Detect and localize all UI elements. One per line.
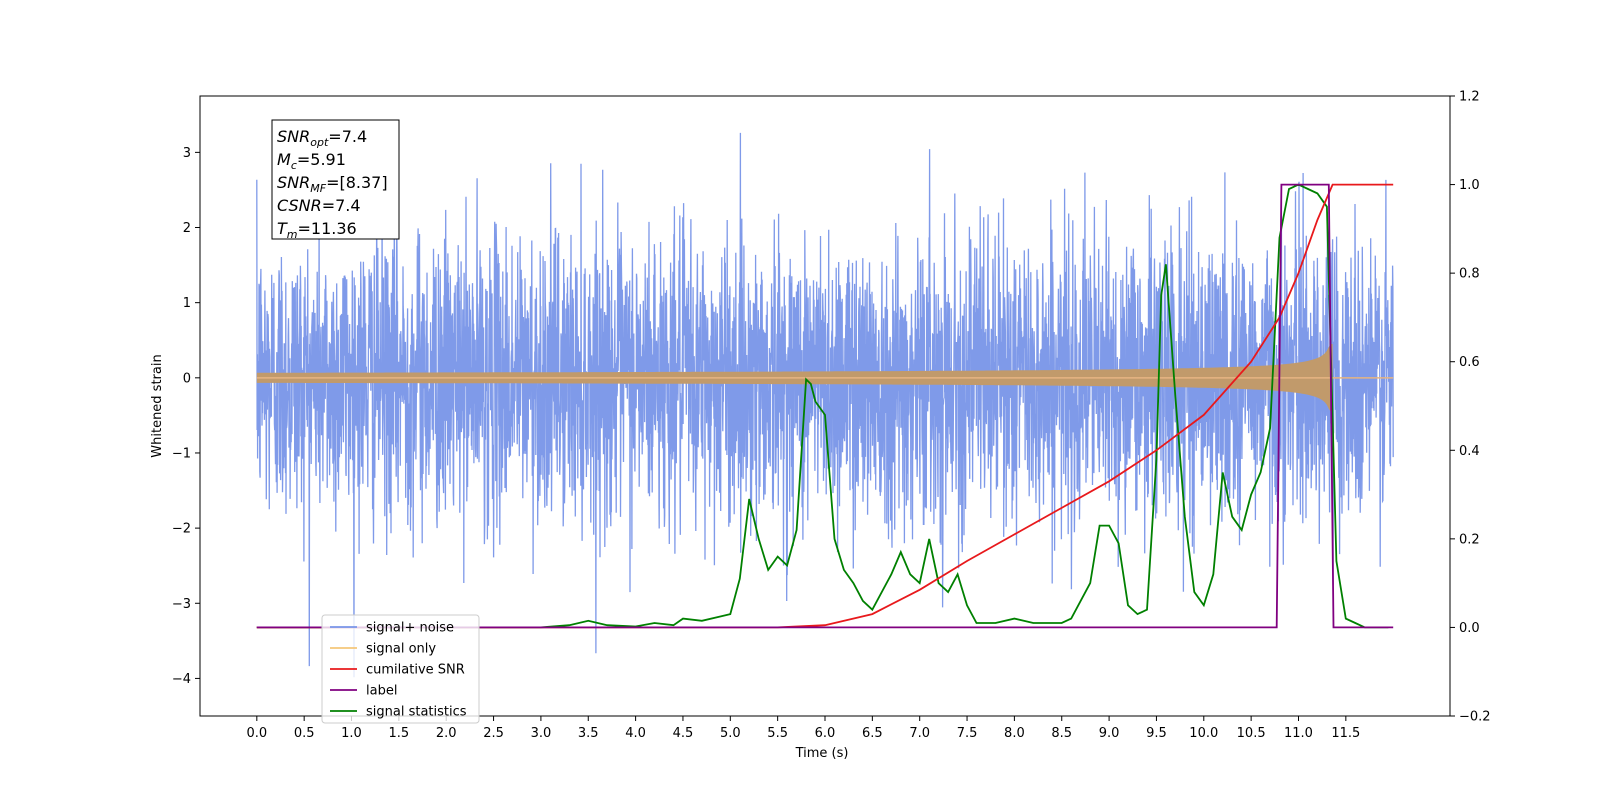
x-tick-label: 1.0 — [341, 726, 362, 741]
y-tick-label: −1 — [172, 446, 191, 461]
x-tick-label: 5.5 — [767, 726, 788, 741]
x-tick-label: 8.0 — [1004, 726, 1025, 741]
series-signal-noise — [256, 132, 1394, 678]
y2-tick-label: 1.0 — [1459, 178, 1480, 193]
annotation-line: Tm=11.36 — [277, 219, 357, 241]
y2-tick-label: −0.2 — [1459, 710, 1491, 725]
x-tick-label: 2.5 — [483, 726, 504, 741]
x-tick-label: 6.0 — [815, 726, 836, 741]
plot-area — [256, 132, 1394, 678]
y-axis-left: 3 2 1 0 −1 −2 −3 −4 — [172, 146, 200, 687]
x-tick-label: 4.0 — [625, 726, 646, 741]
legend-label: signal only — [366, 642, 436, 657]
x-tick-label: 10.0 — [1189, 726, 1218, 741]
x-tick-label: 11.5 — [1331, 726, 1360, 741]
x-tick-label: 7.0 — [909, 726, 930, 741]
x-tick-label: 6.5 — [862, 726, 883, 741]
series-cumulative-snr — [256, 183, 1394, 629]
y-tick-label: 1 — [183, 296, 191, 311]
x-tick-label: 4.5 — [673, 726, 694, 741]
x-tick-label: 1.5 — [389, 726, 410, 741]
x-tick-label: 9.5 — [1146, 726, 1167, 741]
legend-label: signal statistics — [366, 705, 467, 720]
y2-tick-label: 0.2 — [1459, 532, 1480, 547]
x-tick-label: 10.5 — [1237, 726, 1266, 741]
x-tick-label: 5.0 — [720, 726, 741, 741]
x-tick-label: 7.5 — [957, 726, 978, 741]
y-axis-label: Whitened strain — [150, 354, 165, 457]
y-tick-label: −4 — [172, 672, 191, 687]
y-tick-label: 2 — [183, 221, 191, 236]
y2-tick-label: 0.4 — [1459, 444, 1480, 459]
x-tick-label: 3.0 — [531, 726, 552, 741]
y-tick-label: −2 — [172, 522, 191, 537]
annotation-line: CSNR=7.4 — [277, 196, 361, 215]
x-tick-label: 8.5 — [1051, 726, 1072, 741]
x-tick-label: 11.0 — [1284, 726, 1313, 741]
x-axis: 0.0 0.5 1.0 1.5 2.0 2.5 3.0 3.5 4.0 4.5 5.0 5.5 6.0 6… — [246, 716, 1360, 741]
x-tick-label: 0.5 — [294, 726, 315, 741]
x-tick-label: 3.5 — [578, 726, 599, 741]
x-tick-label: 9.0 — [1099, 726, 1120, 741]
legend-label: signal+ noise — [366, 621, 454, 636]
y2-tick-label: 0.8 — [1459, 267, 1480, 282]
legend-label: label — [366, 684, 397, 699]
y-tick-label: −3 — [172, 597, 191, 612]
annotation-line: Mc=5.91 — [277, 150, 346, 172]
x-tick-label: 2.0 — [436, 726, 457, 741]
legend-label: cumilative SNR — [366, 663, 465, 678]
annotation-line: SNRopt=7.4 — [277, 127, 367, 149]
y2-tick-label: 0.6 — [1459, 355, 1480, 370]
y2-tick-label: 0.0 — [1459, 621, 1480, 636]
y-tick-label: 3 — [183, 146, 191, 161]
series-signal-statistics — [256, 183, 1389, 629]
series-label — [256, 183, 1394, 629]
legend: signal+ noise signal only cumilative SNR la… — [321, 614, 480, 724]
y2-tick-label: 1.2 — [1459, 90, 1480, 105]
x-tick-label: 0.0 — [246, 726, 267, 741]
y-tick-label: 0 — [183, 371, 191, 386]
x-axis-label: Time (s) — [795, 746, 849, 761]
annotation-line: SNRMF=[8.37] — [277, 173, 388, 195]
y-axis-right: 1.2 1.0 0.8 0.6 0.4 0.2 0.0 −0.2 — [1450, 90, 1491, 725]
